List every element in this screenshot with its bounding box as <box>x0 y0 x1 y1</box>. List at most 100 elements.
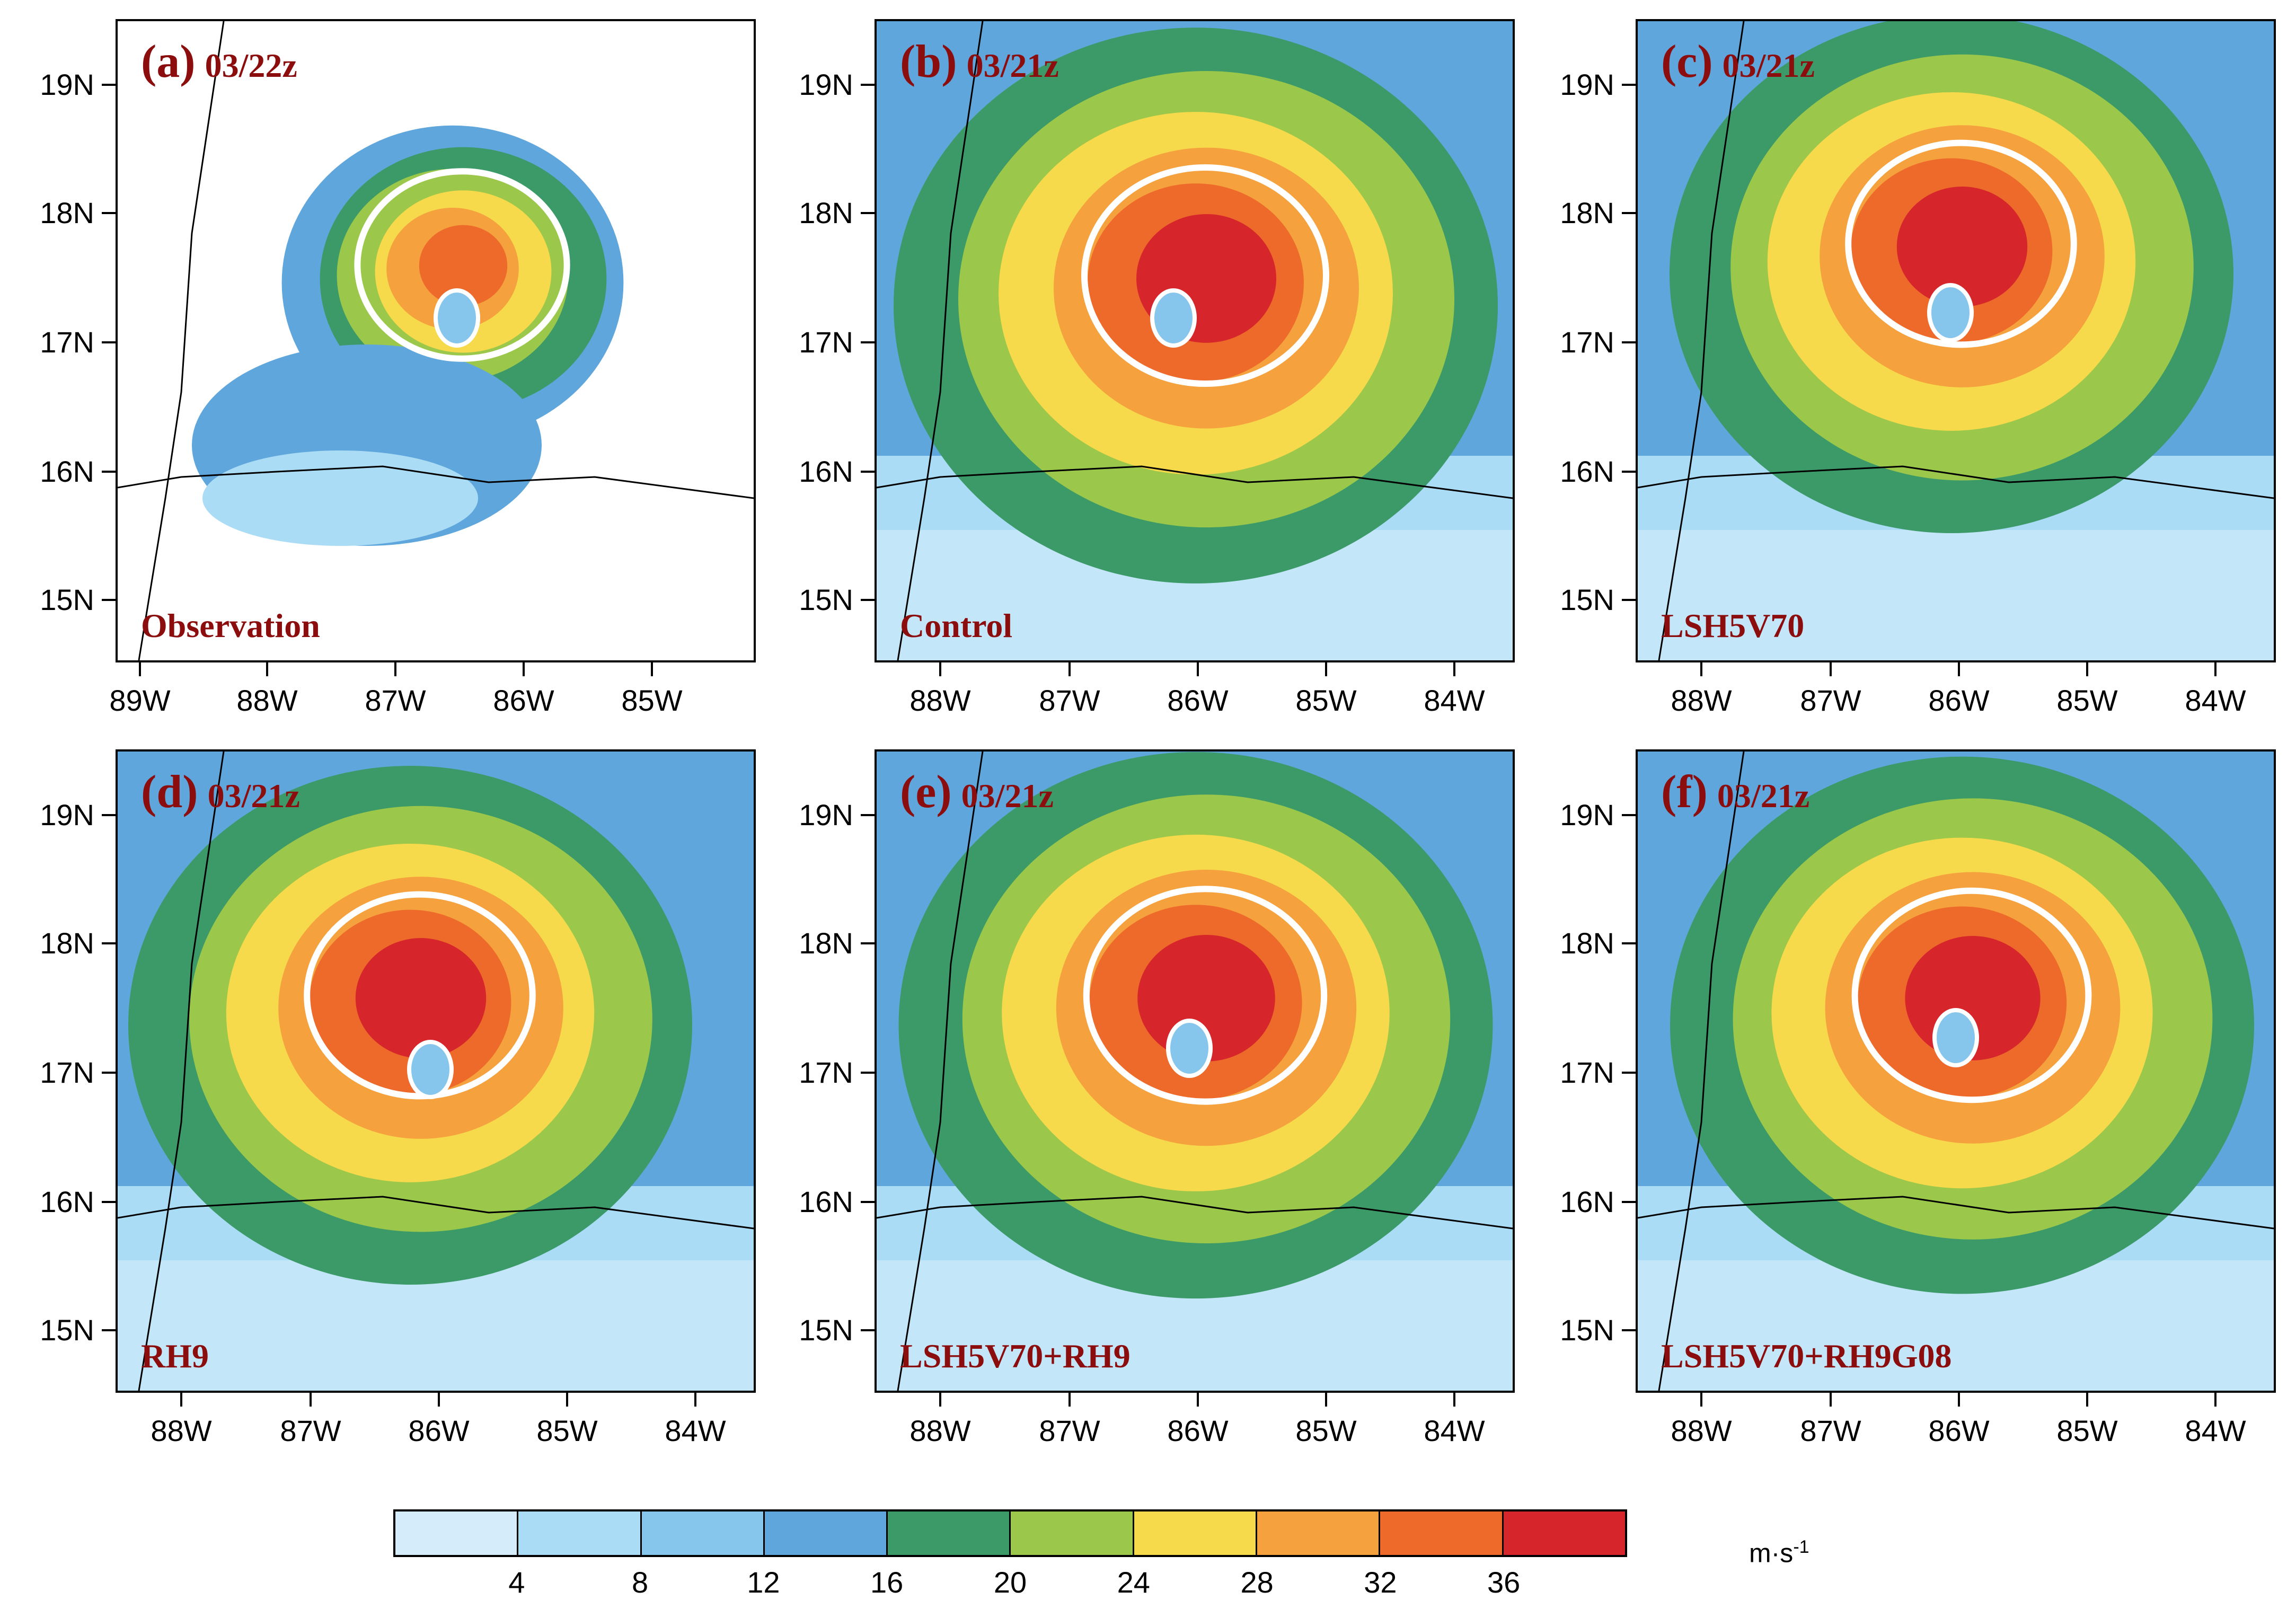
x-tick <box>394 662 396 676</box>
y-tick <box>102 599 116 601</box>
panel-letter: (b) <box>900 36 957 87</box>
y-tick <box>861 341 875 343</box>
map-panel: (a) 03/22z Observation <box>116 19 756 662</box>
latitude-label: 15N <box>40 1313 94 1347</box>
colorbar-label: 16 <box>870 1566 904 1599</box>
colorbar-swatch <box>641 1511 765 1555</box>
latitude-label: 16N <box>40 455 94 488</box>
contour-32ms <box>1083 886 1328 1105</box>
wind-field <box>1638 752 2274 1391</box>
y-tick <box>861 814 875 816</box>
colorbar-swatch <box>1503 1511 1625 1555</box>
x-tick <box>566 1393 568 1407</box>
colorbar-label: 12 <box>747 1566 780 1599</box>
y-tick <box>1622 1072 1636 1074</box>
y-tick <box>861 942 875 944</box>
wind-speed-band <box>355 938 487 1058</box>
latitude-label: 19N <box>1560 798 1614 832</box>
y-tick <box>102 1072 116 1074</box>
colorbar-swatch <box>1011 1511 1134 1555</box>
panel-letter: (d) <box>141 766 198 818</box>
y-tick <box>102 942 116 944</box>
wind-speed-band <box>1896 187 2028 307</box>
colorbar-swatch <box>1257 1511 1381 1555</box>
latitude-label: 17N <box>799 1056 853 1089</box>
longitude-label: 87W <box>1800 684 1861 717</box>
longitude-label: 87W <box>1039 684 1100 717</box>
longitude-label: 86W <box>1928 684 1990 717</box>
wind-field <box>1638 21 2274 660</box>
longitude-label: 88W <box>909 684 971 717</box>
map-panel: (d) 03/21z RH9 <box>116 749 756 1393</box>
panel-time: 03/21z <box>966 47 1059 84</box>
experiment-name: LSH5V70+RH9G08 <box>1661 1337 1952 1375</box>
y-tick <box>102 84 116 86</box>
coastline <box>118 21 754 660</box>
x-tick <box>651 662 653 676</box>
longitude-label: 84W <box>2185 1414 2246 1447</box>
y-tick <box>1622 1201 1636 1203</box>
colorbar-swatch <box>1380 1511 1504 1555</box>
y-tick <box>861 1201 875 1203</box>
latitude-label: 19N <box>40 798 94 832</box>
y-tick <box>102 1201 116 1203</box>
longitude-label: 86W <box>1167 1414 1229 1447</box>
x-tick <box>2214 1393 2216 1407</box>
latitude-label: 17N <box>40 1056 94 1089</box>
panel-letter: (f) <box>1661 766 1708 818</box>
colorbar-label: 20 <box>993 1566 1027 1599</box>
latitude-label: 19N <box>799 798 853 832</box>
latitude-label: 15N <box>40 583 94 616</box>
panel-time: 03/21z <box>1722 47 1815 84</box>
longitude-label: 88W <box>151 1414 212 1447</box>
latitude-label: 15N <box>1560 1313 1614 1347</box>
wind-field <box>877 752 1513 1391</box>
x-tick <box>2214 662 2216 676</box>
wind-speed-band <box>419 225 508 306</box>
x-tick <box>266 662 268 676</box>
longitude-label: 88W <box>909 1414 971 1447</box>
x-tick <box>1197 662 1199 676</box>
latitude-label: 16N <box>1560 1185 1614 1218</box>
x-tick <box>1700 662 1702 676</box>
x-tick <box>2086 662 2088 676</box>
longitude-label: 87W <box>365 684 426 717</box>
longitude-label: 85W <box>1295 1414 1357 1447</box>
map-frame: (c) 03/21z LSH5V70 <box>1636 19 2276 662</box>
colorbar <box>393 1509 1627 1557</box>
panel-letter: (c) <box>1661 36 1713 87</box>
storm-eye <box>407 1040 454 1099</box>
longitude-label: 84W <box>1424 684 1485 717</box>
x-tick <box>1453 1393 1455 1407</box>
map-frame: (a) 03/22z Observation <box>116 19 756 662</box>
panel-label: (f) 03/21z <box>1661 765 1809 819</box>
panel-label: (c) 03/21z <box>1661 35 1815 89</box>
panel-time: 03/21z <box>1717 777 1810 815</box>
x-tick <box>1325 1393 1327 1407</box>
longitude-label: 84W <box>2185 684 2246 717</box>
wind-field <box>877 21 1513 660</box>
longitude-label: 85W <box>536 1414 598 1447</box>
storm-eye <box>1166 1019 1213 1078</box>
experiment-name: LSH5V70 <box>1661 607 1805 644</box>
contour-32ms <box>354 168 570 362</box>
y-tick <box>102 471 116 473</box>
longitude-label: 88W <box>1671 1414 1732 1447</box>
latitude-label: 15N <box>1560 583 1614 616</box>
panel-time: 03/21z <box>207 777 300 815</box>
colorbar-label: 4 <box>508 1566 525 1599</box>
x-tick <box>523 662 525 676</box>
longitude-label: 87W <box>1039 1414 1100 1447</box>
x-tick <box>310 1393 312 1407</box>
y-tick <box>1622 212 1636 214</box>
longitude-label: 85W <box>2056 684 2118 717</box>
latitude-label: 18N <box>799 926 853 960</box>
x-tick <box>438 1393 440 1407</box>
panel-label: (d) 03/21z <box>141 765 300 819</box>
panel-time: 03/22z <box>205 47 297 84</box>
latitude-label: 18N <box>40 196 94 229</box>
panel-label: (b) 03/21z <box>900 35 1059 89</box>
colorbar-swatch <box>888 1511 1011 1555</box>
colorbar-label: 24 <box>1117 1566 1150 1599</box>
